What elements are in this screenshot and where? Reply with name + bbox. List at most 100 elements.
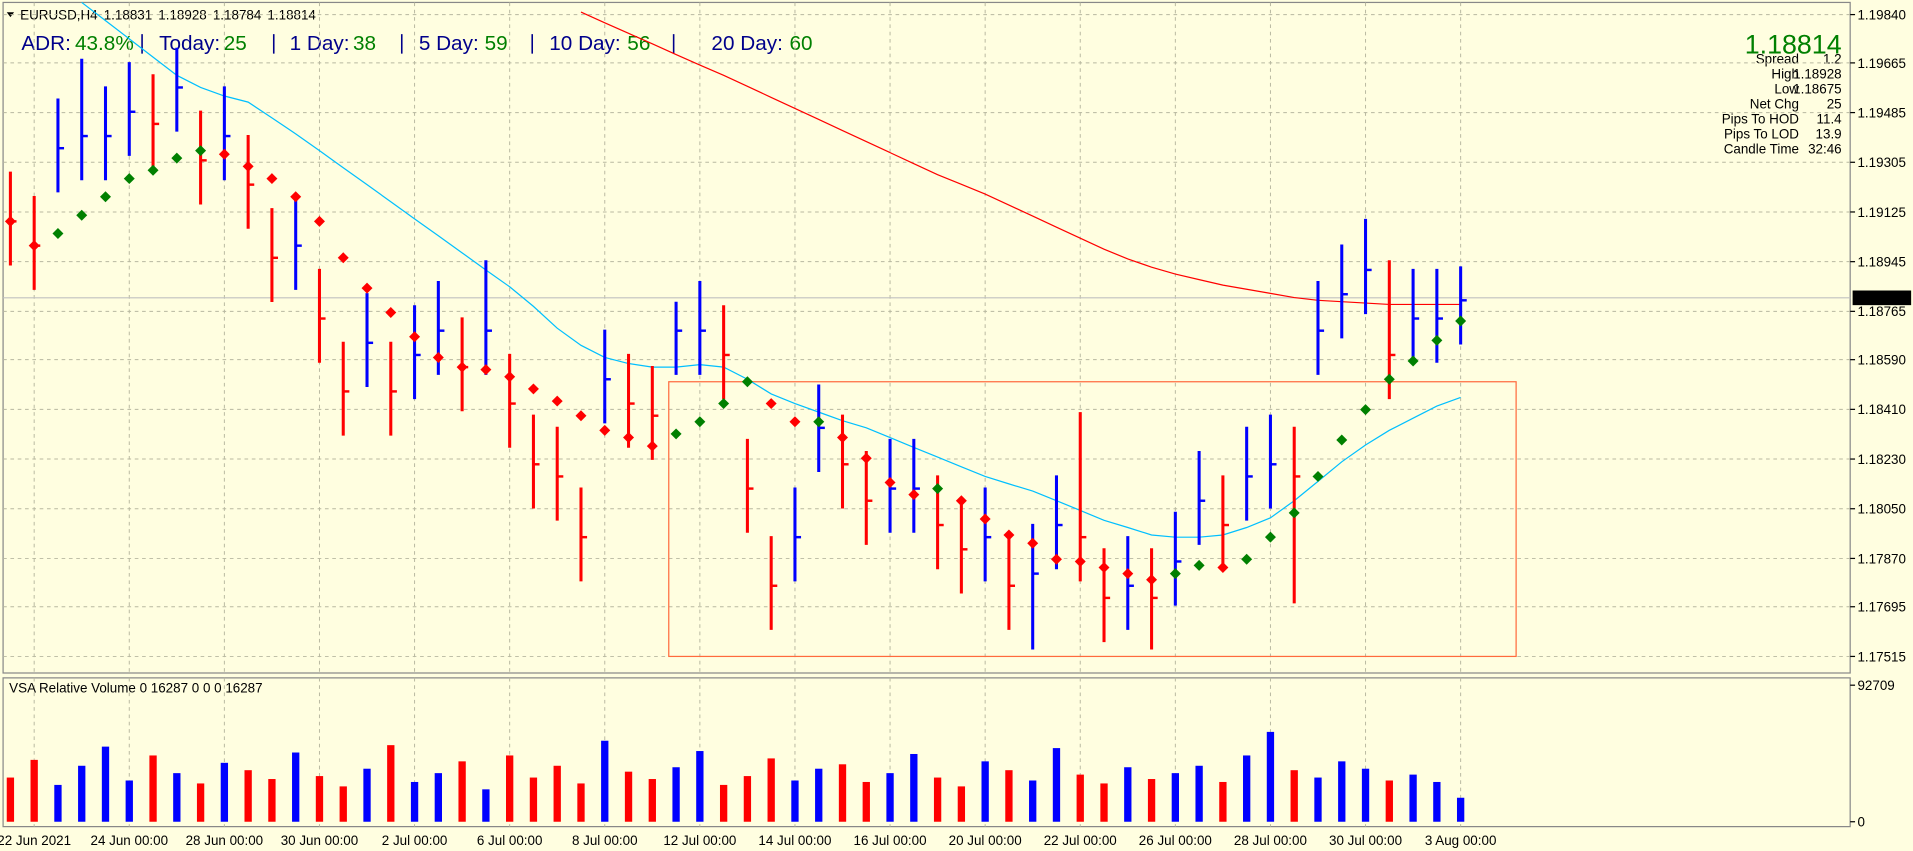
- adr-label: 20 Day:: [711, 32, 782, 55]
- trend-dot: [361, 282, 373, 294]
- y-tick-label: 1.19840: [1857, 7, 1905, 22]
- x-tick-label: 28 Jul 00:00: [1234, 833, 1307, 848]
- trend-dot: [504, 371, 516, 383]
- volume-bar: [933, 777, 942, 822]
- moving-average: [580, 11, 1461, 306]
- trend-dot: [789, 416, 801, 428]
- volume-bar: [910, 753, 918, 822]
- volume-bar: [1456, 797, 1465, 822]
- volume-bar: [458, 761, 466, 822]
- volume-bar: [1409, 774, 1417, 822]
- volume-bar: [767, 758, 775, 822]
- volume-bar: [54, 784, 62, 822]
- volume-bar: [149, 755, 157, 822]
- moving-average: [81, 1, 1461, 538]
- volume-bar: [1195, 765, 1203, 822]
- volume-bar: [387, 745, 395, 822]
- current-price: 1.18814: [1745, 30, 1842, 60]
- trend-dot: [28, 240, 40, 252]
- volume-bar: [1052, 748, 1061, 822]
- trend-dot: [432, 351, 444, 363]
- adr-label: 10 Day:: [549, 32, 620, 55]
- trend-dot: [52, 228, 64, 239]
- x-tick-label: 8 Jul 00:00: [572, 833, 638, 848]
- trend-dot: [337, 252, 349, 264]
- volume-bar: [1029, 780, 1037, 822]
- volume-bar: [1219, 781, 1227, 822]
- volume-bar: [1124, 767, 1132, 822]
- adr-bar: ADR: 43.8% Today: 25 1 Day: 38 5 Day: 59 10 Day:…: [21, 32, 812, 55]
- info-value: 11.4: [1817, 111, 1843, 126]
- volume-bar: [1385, 780, 1393, 822]
- trend-dot: [741, 376, 753, 388]
- volume-bar: [648, 779, 656, 822]
- volume-bar: [815, 768, 823, 822]
- trend-dot: [718, 398, 730, 410]
- volume-bar: [743, 776, 752, 822]
- x-tick-label: 30 Jul 00:00: [1329, 833, 1402, 848]
- volume-pane: [2, 677, 1851, 828]
- y-tick-label: 1.19125: [1857, 205, 1905, 220]
- volume-bar: [125, 780, 133, 822]
- y-tick-label: 1.18590: [1857, 353, 1905, 368]
- volume-bar: [78, 765, 86, 822]
- x-tick-label: 6 Jul 00:00: [477, 833, 543, 848]
- trend-dot: [266, 173, 278, 185]
- trend-dot: [765, 398, 777, 410]
- trend-dot: [123, 173, 135, 185]
- trend-dot: [670, 428, 682, 440]
- y-tick-label: 1.19305: [1857, 155, 1905, 170]
- menu-icon[interactable]: [6, 12, 15, 18]
- last-price-label: 1.18814: [1856, 291, 1905, 306]
- y-tick-label: 1.18410: [1857, 402, 1905, 417]
- trend-dot: [527, 383, 539, 395]
- info-label: High: [1771, 66, 1799, 81]
- trend-dot: [480, 364, 492, 376]
- volume-bar: [791, 780, 799, 822]
- adr-value: 38: [353, 32, 376, 55]
- volume-bar: [30, 759, 38, 822]
- volume-bar: [1433, 781, 1441, 822]
- x-tick-label: 22 Jun 2021: [0, 833, 71, 848]
- x-tick-label: 28 Jun 00:00: [186, 833, 264, 848]
- y-tick-label: 1.17870: [1857, 551, 1905, 566]
- volume-bar: [220, 762, 229, 822]
- y-tick-label: 92709: [1857, 678, 1894, 693]
- volume-bar: [101, 746, 110, 822]
- x-tick-label: 24 Jun 00:00: [91, 833, 169, 848]
- volume-bar: [315, 776, 324, 822]
- adr-value: 60: [789, 32, 812, 55]
- trend-dot: [147, 164, 159, 176]
- trend-dot: [218, 148, 230, 160]
- volume-bar: [981, 761, 989, 822]
- trend-dot: [551, 395, 563, 407]
- trend-dot: [884, 477, 896, 488]
- volume-title: VSA Relative Volume 0 16287 0 0 0 16287: [9, 681, 262, 696]
- volume-bar: [601, 740, 609, 822]
- volume-bar: [1338, 761, 1346, 822]
- trend-dot: [456, 361, 468, 373]
- x-tick-label: 12 Jul 00:00: [663, 833, 736, 848]
- trend-dot: [837, 432, 848, 444]
- volume-bar: [1290, 770, 1298, 822]
- volume-bar: [1076, 774, 1084, 822]
- trend-dot: [1264, 531, 1276, 543]
- x-tick-label: 22 Jul 00:00: [1044, 833, 1117, 848]
- trend-dot: [195, 145, 207, 157]
- volume-bar: [529, 777, 538, 822]
- volume-bar: [696, 751, 704, 822]
- x-tick-label: 3 Aug 00:00: [1425, 833, 1497, 848]
- adr-label: Today:: [159, 32, 220, 55]
- volume-bar: [196, 783, 205, 822]
- y-tick-label: 1.18765: [1857, 304, 1905, 319]
- trend-dot: [385, 306, 397, 318]
- y-tick-label: 1.19485: [1857, 105, 1905, 120]
- info-label: Low: [1774, 81, 1799, 96]
- y-tick-label: 1.17515: [1857, 649, 1905, 664]
- volume-bar: [1361, 768, 1370, 822]
- volume-bar: [838, 764, 847, 822]
- symbol: EURUSD,H4: [20, 8, 98, 23]
- info-label: Net Chg: [1750, 96, 1799, 111]
